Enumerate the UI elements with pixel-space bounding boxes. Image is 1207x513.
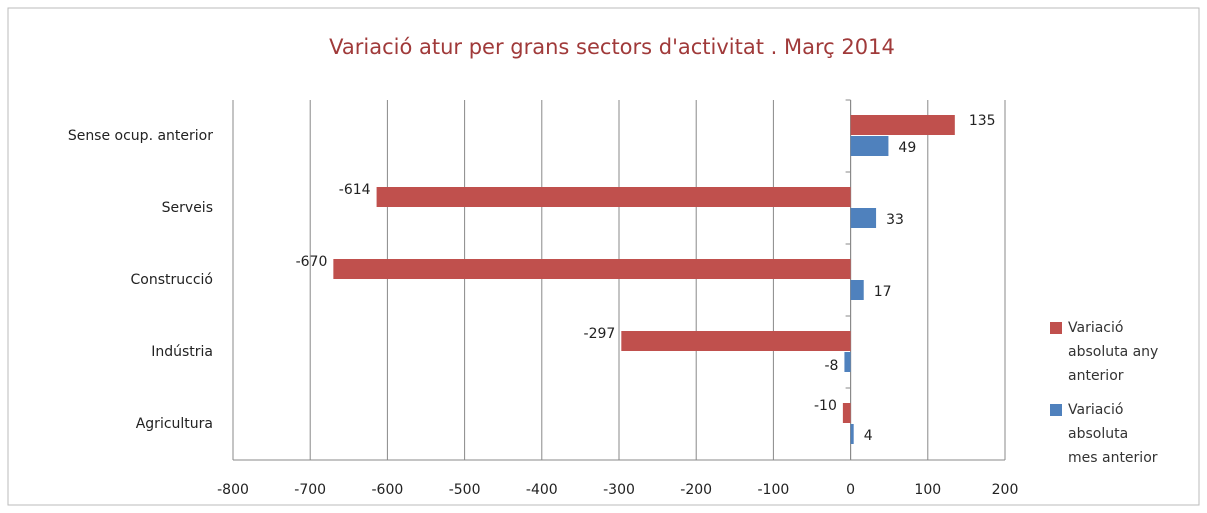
bar	[844, 352, 851, 372]
legend-label: Variació absoluta mes anterior	[1068, 402, 1158, 466]
data-label: 17	[874, 284, 892, 300]
bar	[850, 115, 955, 135]
x-tick-label: -300	[603, 482, 635, 498]
x-tick-label: 0	[846, 482, 855, 498]
x-tick-label: -200	[680, 482, 712, 498]
bar	[850, 208, 877, 228]
y-tick-label: Agricultura	[136, 416, 213, 432]
x-tick-label: 200	[992, 482, 1019, 498]
legend-label: Variació absoluta any anterior	[1068, 320, 1159, 384]
data-label: -614	[339, 182, 371, 198]
chart-title: Variació atur per grans sectors d'activi…	[329, 35, 895, 59]
x-tick-label: -400	[526, 482, 558, 498]
legend-item: Variació absoluta any anterior	[1050, 316, 1160, 388]
chart-frame	[7, 7, 1200, 506]
bar	[333, 259, 851, 279]
y-tick-label: Indústria	[151, 344, 213, 360]
data-label: -10	[814, 398, 837, 414]
bar	[850, 280, 864, 300]
bar	[842, 403, 851, 423]
x-tick-label: -600	[372, 482, 404, 498]
x-tick-label: -500	[449, 482, 481, 498]
x-tick-label: -800	[217, 482, 249, 498]
y-tick-label: Sense ocup. anterior	[68, 128, 213, 144]
data-label: 4	[864, 428, 873, 444]
data-label: 135	[969, 113, 996, 129]
bar	[376, 187, 851, 207]
legend: Variació absoluta any anterior Variació a…	[1050, 316, 1160, 480]
x-tick-label: -100	[758, 482, 790, 498]
y-tick-label: Serveis	[162, 200, 213, 216]
data-label: -8	[824, 358, 838, 374]
data-label: 33	[886, 212, 904, 228]
data-label: -297	[584, 326, 616, 342]
data-label: 49	[898, 140, 916, 156]
x-tick-label: 100	[914, 482, 941, 498]
legend-item: Variació absoluta mes anterior	[1050, 398, 1160, 470]
legend-swatch	[1050, 322, 1062, 334]
x-tick-label: -700	[294, 482, 326, 498]
data-label: -670	[296, 254, 328, 270]
bar	[850, 136, 889, 156]
legend-swatch	[1050, 404, 1062, 416]
bar	[621, 331, 851, 351]
bar	[850, 424, 854, 444]
y-tick-label: Construcció	[131, 272, 213, 288]
